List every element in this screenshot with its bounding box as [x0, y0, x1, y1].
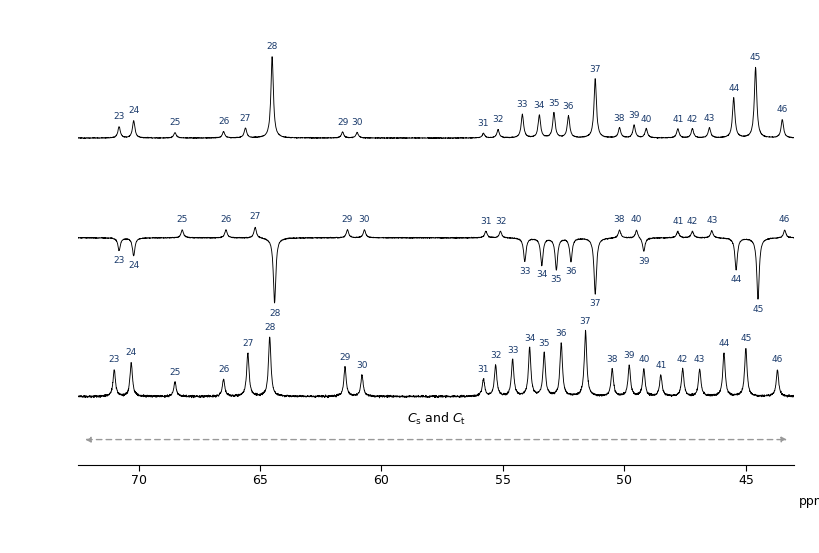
Text: 38: 38 — [613, 113, 625, 123]
Text: 25: 25 — [170, 368, 181, 377]
Text: 24: 24 — [125, 348, 137, 357]
Text: 46: 46 — [776, 106, 788, 114]
Text: 26: 26 — [218, 365, 229, 374]
Text: 42: 42 — [687, 114, 698, 123]
Text: 41: 41 — [672, 217, 684, 226]
Text: 42: 42 — [677, 355, 688, 364]
Text: 23: 23 — [113, 112, 124, 121]
Text: 41: 41 — [672, 114, 684, 123]
Text: 46: 46 — [779, 215, 790, 225]
Text: 25: 25 — [170, 118, 181, 127]
Text: 43: 43 — [694, 355, 705, 364]
Text: 36: 36 — [555, 329, 567, 338]
Text: 31: 31 — [480, 217, 491, 226]
Text: 37: 37 — [590, 300, 601, 309]
Text: 39: 39 — [638, 257, 649, 266]
Text: 31: 31 — [477, 119, 489, 128]
Text: 35: 35 — [550, 275, 562, 284]
Text: 28: 28 — [266, 42, 278, 51]
Text: 46: 46 — [771, 355, 783, 364]
Text: 39: 39 — [628, 111, 640, 120]
Text: $\mathit{C}_\mathregular{s}$ and $\mathit{C}_\mathregular{t}$: $\mathit{C}_\mathregular{s}$ and $\mathi… — [406, 411, 466, 427]
Text: 32: 32 — [492, 116, 504, 124]
Text: 39: 39 — [623, 351, 635, 361]
Text: 45: 45 — [753, 305, 763, 314]
Text: 38: 38 — [607, 355, 618, 364]
Text: 32: 32 — [495, 217, 506, 226]
Text: 34: 34 — [524, 334, 536, 343]
Text: 23: 23 — [113, 256, 124, 265]
Text: 29: 29 — [342, 215, 353, 225]
Text: 26: 26 — [220, 215, 232, 225]
Text: 32: 32 — [490, 351, 501, 361]
Text: 30: 30 — [359, 215, 370, 225]
Text: 36: 36 — [563, 102, 574, 111]
Text: 23: 23 — [109, 355, 120, 364]
Text: 40: 40 — [640, 114, 652, 123]
Text: 25: 25 — [177, 215, 188, 225]
Text: 29: 29 — [339, 353, 351, 362]
Text: 35: 35 — [538, 339, 550, 348]
Text: 29: 29 — [337, 118, 348, 127]
Text: 40: 40 — [638, 355, 649, 364]
Text: 33: 33 — [507, 346, 518, 354]
Text: 45: 45 — [740, 334, 752, 343]
Text: 37: 37 — [580, 317, 591, 326]
Text: ppm: ppm — [799, 495, 819, 508]
Text: 38: 38 — [613, 215, 625, 225]
Text: 45: 45 — [750, 53, 761, 62]
Text: 44: 44 — [718, 339, 730, 348]
Text: 37: 37 — [590, 65, 601, 74]
Text: 26: 26 — [218, 117, 229, 126]
Text: 44: 44 — [731, 275, 742, 284]
Text: 43: 43 — [706, 216, 717, 225]
Text: 41: 41 — [655, 361, 667, 370]
Text: 28: 28 — [269, 309, 280, 317]
Text: 33: 33 — [517, 100, 528, 109]
Text: 35: 35 — [548, 98, 559, 108]
Text: 42: 42 — [687, 217, 698, 226]
Text: 24: 24 — [128, 262, 139, 270]
Text: 24: 24 — [128, 106, 139, 116]
Text: 27: 27 — [242, 339, 254, 348]
Text: 30: 30 — [356, 361, 368, 370]
Text: 40: 40 — [631, 215, 642, 225]
Text: 36: 36 — [565, 267, 577, 276]
Text: 27: 27 — [240, 113, 251, 123]
Text: 31: 31 — [477, 365, 489, 374]
Text: 28: 28 — [264, 322, 275, 331]
Text: 34: 34 — [536, 270, 547, 279]
Text: 43: 43 — [704, 113, 715, 123]
Text: 33: 33 — [519, 267, 531, 276]
Text: 30: 30 — [351, 118, 363, 127]
Text: 34: 34 — [534, 101, 545, 110]
Text: 44: 44 — [728, 84, 740, 93]
Text: 27: 27 — [250, 212, 260, 221]
